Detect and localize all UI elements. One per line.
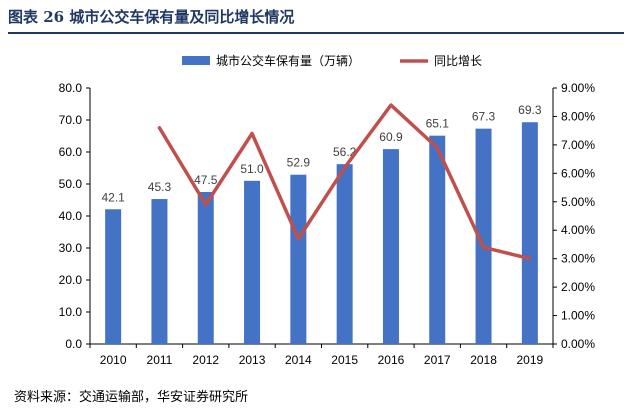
x-tick-label: 2011 xyxy=(147,353,173,367)
x-tick-label: 2018 xyxy=(470,353,497,367)
title-divider xyxy=(8,32,624,34)
x-tick-label: 2012 xyxy=(192,353,219,367)
right-tick-label: 1.00% xyxy=(561,309,595,323)
x-tick-label: 2013 xyxy=(239,353,266,367)
left-tick-label: 40.0 xyxy=(59,209,83,223)
bar-2016 xyxy=(382,149,399,344)
growth-point-2011 xyxy=(157,126,161,130)
bar-2013 xyxy=(244,180,261,344)
bar-label-2012: 47.5 xyxy=(194,173,218,187)
growth-point-2017 xyxy=(435,146,439,150)
left-tick-label: 60.0 xyxy=(59,145,83,159)
bar-label-2017: 65.1 xyxy=(426,117,450,131)
growth-point-2015 xyxy=(343,166,347,170)
bar-label-2010: 42.1 xyxy=(101,190,125,204)
right-tick-label: 8.00% xyxy=(561,109,595,123)
right-tick-label: 4.00% xyxy=(561,223,595,237)
chart-legend: 城市公交车保有量（万辆） 同比增长 xyxy=(182,53,482,68)
left-tick-label: 30.0 xyxy=(59,241,83,255)
growth-point-2012 xyxy=(204,203,208,207)
x-tick-label: 2017 xyxy=(424,353,451,367)
bar-2015 xyxy=(336,164,353,344)
bar-2019 xyxy=(521,122,538,345)
bar-2011 xyxy=(151,199,168,344)
figure-title: 图表 26 城市公交车保有量及同比增长情况 xyxy=(8,8,295,26)
growth-point-2019 xyxy=(528,257,532,261)
source-note: 资料来源：交通运输部，华安证券研究所 xyxy=(14,390,249,405)
bar-data-labels: 42.1 45.3 47.5 51.0 52.9 56.2 60.9 65.1 67.3 69.3 xyxy=(101,103,541,204)
bar-label-2011: 45.3 xyxy=(148,180,172,194)
right-tick-label: 0.00% xyxy=(561,337,595,351)
bar-2018 xyxy=(475,128,492,344)
bar-label-2013: 51.0 xyxy=(240,162,264,176)
bar-label-2015: 56.2 xyxy=(333,145,357,159)
x-tick-label: 2015 xyxy=(331,353,358,367)
growth-point-2013 xyxy=(250,132,254,136)
growth-point-2016 xyxy=(389,103,393,107)
bar-2014 xyxy=(290,174,307,344)
legend-bar-label: 城市公交车保有量（万辆） xyxy=(216,53,360,68)
bar-label-2014: 52.9 xyxy=(287,156,311,170)
bar-label-2019: 69.3 xyxy=(518,103,542,117)
chart-axes: 0.0 10.0 20.0 30.0 40.0 50.0 60.0 70.0 80.0 0.00%… xyxy=(59,81,596,367)
legend-bar-swatch xyxy=(182,56,210,65)
left-tick-label: 70.0 xyxy=(59,113,83,127)
right-tick-label: 3.00% xyxy=(561,252,595,266)
right-tick-label: 5.00% xyxy=(561,195,595,209)
right-tick-label: 9.00% xyxy=(561,81,595,95)
left-tick-label: 0.0 xyxy=(65,337,82,351)
x-tick-label: 2010 xyxy=(100,353,127,367)
right-tick-label: 2.00% xyxy=(561,280,595,294)
right-tick-label: 6.00% xyxy=(561,166,595,180)
legend-line-label: 同比增长 xyxy=(434,54,482,68)
bar-series xyxy=(105,122,538,345)
left-tick-label: 50.0 xyxy=(59,177,83,191)
x-tick-label: 2019 xyxy=(516,353,543,367)
left-tick-label: 20.0 xyxy=(59,273,83,287)
growth-point-2014 xyxy=(296,237,300,241)
left-tick-label: 80.0 xyxy=(59,81,83,95)
right-tick-label: 7.00% xyxy=(561,138,595,152)
bar-2010 xyxy=(105,209,122,344)
bar-label-2016: 60.9 xyxy=(379,130,403,144)
bar-2012 xyxy=(197,192,214,344)
growth-point-2018 xyxy=(482,245,486,249)
bar-2017 xyxy=(429,135,446,344)
left-tick-label: 10.0 xyxy=(59,305,83,319)
line-series xyxy=(157,103,532,261)
x-tick-label: 2014 xyxy=(285,353,312,367)
x-tick-label: 2016 xyxy=(378,353,405,367)
bar-label-2018: 67.3 xyxy=(472,110,496,124)
